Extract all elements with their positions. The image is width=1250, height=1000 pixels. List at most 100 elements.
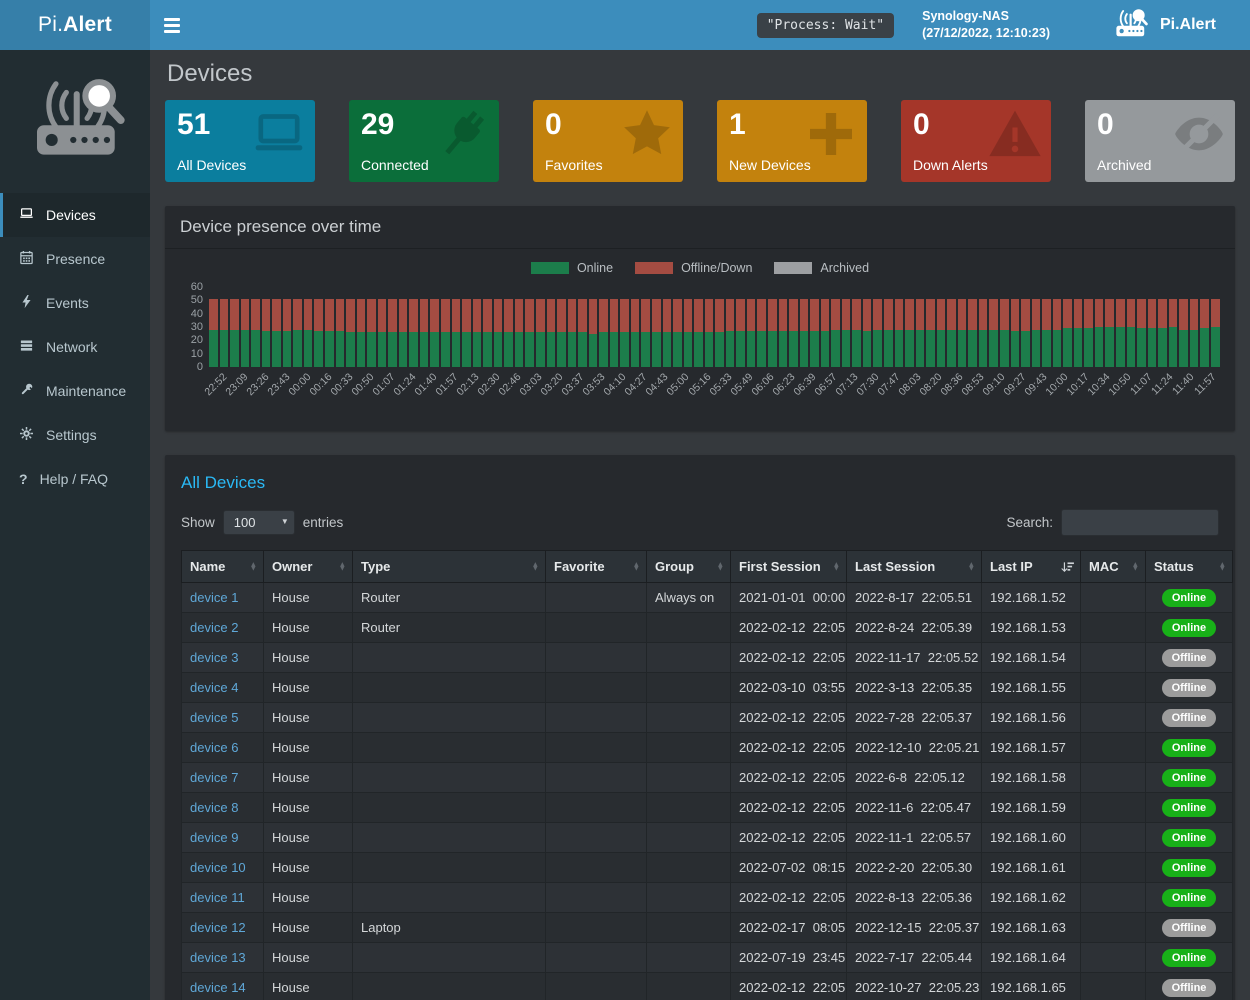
cell-type — [352, 762, 546, 793]
network-icon — [19, 338, 34, 356]
device-name-link[interactable]: device 4 — [190, 680, 239, 695]
card-archived[interactable]: 0 Archived — [1085, 100, 1235, 182]
laptop-icon — [251, 106, 307, 162]
entries-select[interactable]: 100 — [222, 510, 295, 535]
hamburger-menu-icon[interactable] — [164, 15, 186, 36]
device-name-link[interactable]: device 12 — [190, 920, 246, 935]
cell-first-session: 2022-02-12 22:05 — [730, 972, 847, 1000]
chart-bar — [1042, 299, 1051, 367]
device-name-link[interactable]: device 9 — [190, 830, 239, 845]
x-tick-label: 22:52 — [201, 371, 230, 399]
card-favorites[interactable]: 0 Favorites — [533, 100, 683, 182]
table-row: device 6 House 2022-02-12 22:05 2022-12-10 … — [181, 732, 1233, 763]
sidebar-item-network[interactable]: Network — [0, 325, 150, 369]
column-header-group[interactable]: Group ▲ ▼ — [646, 550, 731, 583]
chart-bar — [1000, 299, 1009, 367]
cell-name[interactable]: device 9 — [181, 822, 264, 853]
chart-bar — [673, 299, 682, 367]
cell-owner: House — [263, 942, 353, 973]
device-name-link[interactable]: device 2 — [190, 620, 239, 635]
table-row: device 2 House Router 2022-02-12 22:05 2022-… — [181, 612, 1233, 643]
cell-favorite — [545, 852, 647, 883]
column-header-mac[interactable]: MAC ▲ ▼ — [1080, 550, 1146, 583]
cell-last-session: 2022-11-1 22:05.57 — [846, 822, 982, 853]
search-input[interactable] — [1061, 509, 1219, 536]
column-header-favorite[interactable]: Favorite ▲ ▼ — [545, 550, 647, 583]
cell-name[interactable]: device 6 — [181, 732, 264, 763]
chart-bar — [430, 299, 440, 367]
cell-name[interactable]: device 2 — [181, 612, 264, 643]
device-name-link[interactable]: device 5 — [190, 710, 239, 725]
cell-name[interactable]: device 13 — [181, 942, 264, 973]
device-name-link[interactable]: device 13 — [190, 950, 246, 965]
cell-name[interactable]: device 7 — [181, 762, 264, 793]
sidebar-item-settings[interactable]: Settings — [0, 413, 150, 457]
cell-status: Offline — [1145, 702, 1233, 733]
devices-table-panel: All Devices Show 100 ▼ entries Search: N… — [165, 455, 1235, 1000]
cell-name[interactable]: device 1 — [181, 582, 264, 613]
navbar-brand[interactable]: Pi.Alert — [1110, 6, 1216, 45]
card-all-devices[interactable]: 51 All Devices — [165, 100, 315, 182]
device-name-link[interactable]: device 11 — [190, 890, 245, 905]
chart-bar — [873, 299, 882, 367]
x-tick-label: 01:57 — [433, 371, 461, 399]
cell-name[interactable]: device 5 — [181, 702, 264, 733]
sidebar-item-presence[interactable]: Presence — [0, 237, 150, 281]
x-tick-label: 00:50 — [349, 371, 377, 399]
cell-name[interactable]: device 14 — [181, 972, 264, 1000]
device-name-link[interactable]: device 8 — [190, 800, 239, 815]
chart-bar — [282, 299, 292, 367]
app-logo: Pi. Alert — [0, 0, 150, 50]
cell-name[interactable]: device 11 — [181, 882, 264, 913]
device-name-link[interactable]: device 6 — [190, 740, 239, 755]
device-name-link[interactable]: device 1 — [190, 590, 239, 605]
y-tick-label: 20 — [190, 334, 203, 347]
cell-group — [646, 852, 731, 883]
cell-last-ip: 192.168.1.53 — [981, 612, 1081, 643]
cell-owner: House — [263, 732, 353, 763]
card-down-alerts[interactable]: 0 Down Alerts — [901, 100, 1051, 182]
x-tick-label: 09:27 — [1001, 371, 1029, 399]
sidebar-item-help-faq[interactable]: ? Help / FAQ — [0, 457, 150, 501]
x-tick-label: 06:23 — [770, 371, 798, 399]
device-name-link[interactable]: device 7 — [190, 770, 239, 785]
column-header-type[interactable]: Type ▲ ▼ — [352, 550, 546, 583]
x-tick-label: 04:43 — [643, 371, 671, 399]
column-header-owner[interactable]: Owner ▲ ▼ — [263, 550, 353, 583]
cell-first-session: 2022-02-12 22:05 — [730, 612, 847, 643]
chart-bar — [1010, 299, 1020, 367]
legend-label: Offline/Down — [681, 261, 753, 275]
chart-bar — [567, 299, 577, 367]
column-header-label: MAC — [1089, 559, 1119, 574]
cell-last-ip: 192.168.1.61 — [981, 852, 1081, 883]
sort-icon: ▲ ▼ — [531, 558, 539, 573]
column-header-status[interactable]: Status ▲ ▼ — [1145, 550, 1233, 583]
chart-bar — [303, 299, 313, 367]
device-name-link[interactable]: device 10 — [190, 860, 246, 875]
sort-icon: ▲ ▼ — [967, 558, 975, 573]
sidebar-item-devices[interactable]: Devices — [0, 193, 150, 237]
card-new-devices[interactable]: 1 New Devices — [717, 100, 867, 182]
column-header-first-session[interactable]: First Session ▲ ▼ — [730, 550, 847, 583]
status-badge: Online — [1161, 828, 1217, 847]
cell-name[interactable]: device 3 — [181, 642, 264, 673]
cell-owner: House — [263, 672, 353, 703]
cell-name[interactable]: device 4 — [181, 672, 264, 703]
sidebar-item-maintenance[interactable]: Maintenance — [0, 369, 150, 413]
cell-group — [646, 972, 731, 1000]
card-connected[interactable]: 29 Connected — [349, 100, 499, 182]
status-badge: Online — [1161, 768, 1217, 787]
sidebar-item-events[interactable]: Events — [0, 281, 150, 325]
device-name-link[interactable]: device 3 — [190, 650, 239, 665]
cell-name[interactable]: device 10 — [181, 852, 264, 883]
column-header-last-session[interactable]: Last Session ▲ ▼ — [846, 550, 982, 583]
cell-name[interactable]: device 12 — [181, 912, 264, 943]
device-name-link[interactable]: device 14 — [190, 980, 246, 995]
cell-name[interactable]: device 8 — [181, 792, 264, 823]
column-header-last-ip[interactable]: Last IP — [981, 550, 1081, 583]
column-header-name[interactable]: Name ▲ ▼ — [181, 550, 264, 583]
cell-type — [352, 852, 546, 883]
cell-group — [646, 612, 731, 643]
card-value: 0 — [545, 108, 562, 141]
chart-bar — [578, 299, 587, 367]
